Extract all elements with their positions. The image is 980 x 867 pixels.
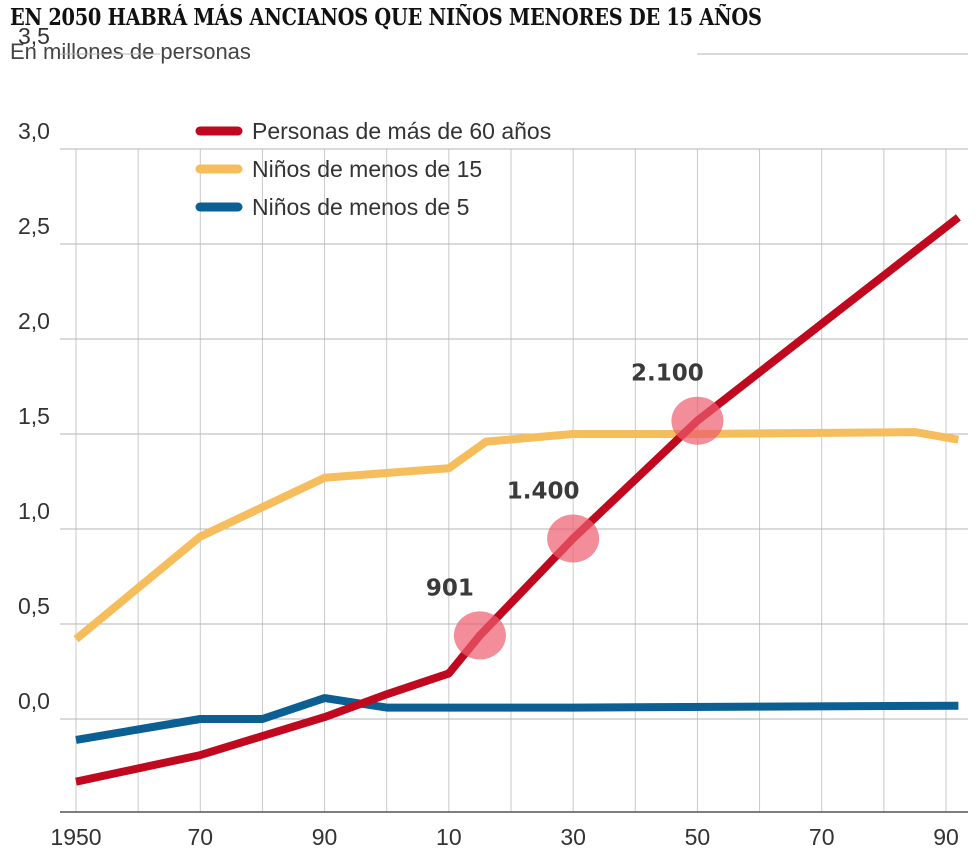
y-tick-label: 0,5	[18, 593, 50, 619]
y-tick-label: 3,0	[18, 118, 50, 144]
series-lines	[73, 214, 961, 786]
x-tick-label: 70	[187, 824, 213, 850]
series-line	[73, 428, 960, 643]
annotation-circle	[453, 611, 506, 660]
x-tick-label: 1950	[50, 824, 101, 850]
legend-label: Personas de más de 60 años	[252, 118, 551, 144]
annotation-markers: 901 1.400 2.100	[426, 361, 724, 660]
horizontal-gridlines	[60, 53, 968, 813]
y-tick-label: 1,0	[18, 498, 50, 524]
y-tick-label: 2,5	[18, 213, 50, 239]
y-tick-label: 0,0	[18, 688, 50, 714]
legend-label: Niños de menos de 15	[252, 156, 482, 182]
legend-label: Niños de menos de 5	[252, 194, 469, 220]
x-axis-tick-labels: 1950 70 90 10 30 50 70 90	[50, 824, 958, 850]
series-line	[75, 214, 961, 786]
annotation-label: 901	[426, 575, 474, 601]
y-tick-label: 1,5	[18, 403, 50, 429]
y-tick-label: 2,0	[18, 308, 50, 334]
chart-title: EN 2050 HABRÁ MÁS ANCIANOS QUE NIÑOS MEN…	[10, 4, 762, 31]
annotation-circle	[671, 396, 724, 445]
annotation-label: 1.400	[507, 479, 580, 505]
legend: Personas de más de 60 años Niños de menos…	[195, 118, 551, 220]
x-tick-label: 90	[933, 824, 959, 850]
series-line	[75, 694, 959, 744]
y-axis-tick-labels: 3,5 3,0 2,5 2,0 1,5 1,0 0,5 0,0	[18, 23, 50, 714]
chart-subtitle: En millones de personas	[10, 39, 251, 64]
vertical-gridlines	[75, 149, 947, 812]
x-tick-label: 30	[560, 824, 586, 850]
y-tick-label: 3,5	[18, 23, 50, 49]
x-tick-label: 10	[436, 824, 462, 850]
x-tick-label: 50	[685, 824, 711, 850]
x-tick-label: 70	[809, 824, 835, 850]
annotation-label: 2.100	[631, 361, 704, 387]
annotation-circle	[547, 514, 600, 563]
x-tick-label: 90	[312, 824, 338, 850]
